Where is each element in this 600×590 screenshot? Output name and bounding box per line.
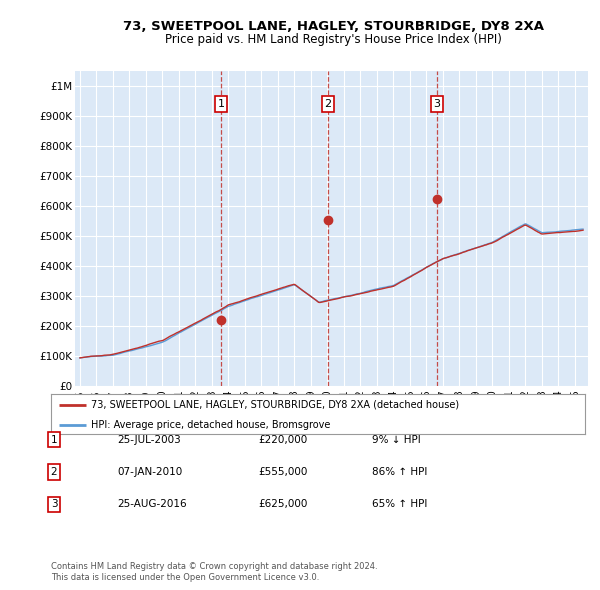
Text: £220,000: £220,000 bbox=[258, 435, 307, 444]
Text: 3: 3 bbox=[434, 99, 440, 109]
Text: Price paid vs. HM Land Registry's House Price Index (HPI): Price paid vs. HM Land Registry's House … bbox=[164, 33, 502, 46]
Text: £625,000: £625,000 bbox=[258, 500, 307, 509]
Text: 2: 2 bbox=[325, 99, 331, 109]
Text: 86% ↑ HPI: 86% ↑ HPI bbox=[372, 467, 427, 477]
Text: 3: 3 bbox=[50, 500, 58, 509]
Text: 1: 1 bbox=[50, 435, 58, 444]
Text: HPI: Average price, detached house, Bromsgrove: HPI: Average price, detached house, Brom… bbox=[91, 420, 331, 430]
Text: 73, SWEETPOOL LANE, HAGLEY, STOURBRIDGE, DY8 2XA (detached house): 73, SWEETPOOL LANE, HAGLEY, STOURBRIDGE,… bbox=[91, 400, 459, 410]
Text: 25-AUG-2016: 25-AUG-2016 bbox=[117, 500, 187, 509]
Text: 07-JAN-2010: 07-JAN-2010 bbox=[117, 467, 182, 477]
Text: 73, SWEETPOOL LANE, HAGLEY, STOURBRIDGE, DY8 2XA: 73, SWEETPOOL LANE, HAGLEY, STOURBRIDGE,… bbox=[122, 20, 544, 33]
Text: Contains HM Land Registry data © Crown copyright and database right 2024.: Contains HM Land Registry data © Crown c… bbox=[51, 562, 377, 571]
Text: 1: 1 bbox=[218, 99, 224, 109]
Text: This data is licensed under the Open Government Licence v3.0.: This data is licensed under the Open Gov… bbox=[51, 572, 319, 582]
Text: 2: 2 bbox=[50, 467, 58, 477]
Text: 9% ↓ HPI: 9% ↓ HPI bbox=[372, 435, 421, 444]
Text: 25-JUL-2003: 25-JUL-2003 bbox=[117, 435, 181, 444]
Text: £555,000: £555,000 bbox=[258, 467, 307, 477]
Text: 65% ↑ HPI: 65% ↑ HPI bbox=[372, 500, 427, 509]
